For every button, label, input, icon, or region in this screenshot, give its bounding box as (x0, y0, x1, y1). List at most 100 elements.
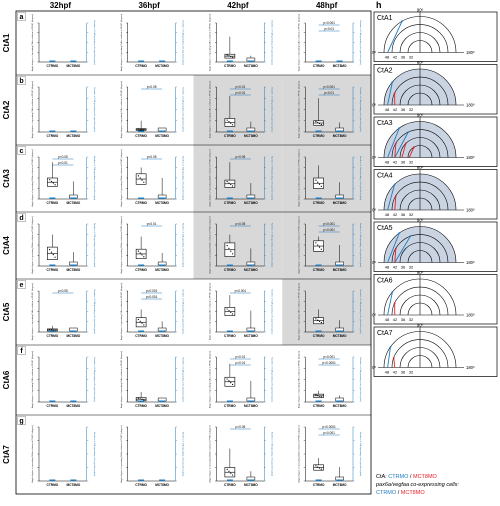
sprout-point (394, 142, 397, 145)
ring-label: 36 (401, 265, 406, 270)
right-axis-label: Number of CtA sprouting cells (pax6a/veg… (270, 87, 273, 131)
x-tick-label: CTRMO (135, 134, 147, 138)
x-tick-label: MCT8MO (66, 201, 80, 205)
semicircle-frame (373, 274, 498, 325)
left-axis-label: Angle degree of sprouting CtA in relatio… (31, 81, 34, 139)
sprout-point (407, 131, 410, 134)
ctr-marker (226, 264, 233, 266)
ring-label: 42 (393, 55, 398, 60)
label-90: 90º (417, 60, 424, 65)
label-0: 0º (372, 155, 376, 160)
data-point (315, 179, 317, 181)
legend-line-3: CTRMO / MCT8MO (376, 490, 425, 496)
ring-label: 48 (385, 265, 390, 270)
sprout-point (391, 290, 394, 293)
ctr-marker (49, 330, 56, 332)
x-tick-label: CTRMO (313, 334, 325, 338)
data-point (231, 56, 234, 58)
x-tick-label: MCT8MO (155, 201, 169, 205)
data-point (231, 185, 234, 187)
p-value-label: p<0.05 (58, 155, 68, 159)
shaded-cell (193, 212, 283, 279)
ctr-marker (315, 197, 322, 199)
mct-marker (159, 264, 166, 266)
p-value-label: p<0.001 (323, 85, 335, 89)
ring-label: 32 (409, 160, 414, 165)
x-tick-label: MCT8MO (244, 483, 258, 487)
time-header-48hpf: 48hpf (316, 1, 338, 10)
semicircle-panel-CtA1: CtA1 90º 0º 180º 48 42 36 32 (372, 8, 498, 62)
mct-marker (336, 60, 343, 62)
data-point (231, 313, 234, 315)
mct-marker (247, 479, 254, 481)
boxplot-panel: Angle degree of sprouting CtA in relatio… (209, 81, 274, 139)
ctr-marker (49, 197, 56, 199)
ring-label: 32 (409, 212, 414, 217)
ctr-marker (226, 197, 233, 199)
data-point (139, 128, 141, 130)
x-tick-label: CTRMO (47, 201, 59, 205)
ctr-marker (49, 60, 56, 62)
x-tick-label: CTRMO (47, 268, 59, 272)
label-0: 0º (372, 103, 376, 108)
sprout-point (392, 357, 395, 359)
ring-label: 42 (393, 317, 398, 322)
legend-ctr-cells: CTRMO (376, 490, 397, 496)
x-tick-label: CTRMO (135, 64, 147, 68)
row-label-CtA7: CtA7 (2, 445, 11, 464)
mct-marker (70, 479, 77, 481)
data-point (317, 181, 319, 183)
data-point (230, 183, 232, 186)
sprout-ray (387, 346, 391, 368)
mct-marker (159, 400, 166, 402)
sprout-ray (394, 248, 397, 263)
sprout-ray (394, 235, 411, 263)
data-point (231, 383, 234, 386)
data-point (230, 472, 232, 474)
data-point (315, 242, 317, 244)
x-tick-label: MCT8MO (155, 134, 169, 138)
legend-line-2: pax6a/vegfaa co-expressing cells: (375, 482, 459, 488)
right-axis-label: Number of CtA sprouting cells (pax6a/veg… (182, 20, 185, 64)
data-point (141, 322, 143, 324)
x-tick-label: MCT8MO (155, 483, 169, 487)
semicircle-panel-CtA6: CtA6 90º 0º 180º 48 42 36 32 (372, 270, 498, 325)
mct-marker (70, 264, 77, 266)
ctr-marker (226, 130, 233, 132)
label-0: 0º (372, 313, 376, 318)
sprout-ray (387, 184, 395, 211)
right-axis-label: Number of CtA sprouting cells (pax6a/veg… (359, 87, 362, 131)
mct-marker (247, 197, 254, 199)
data-point (320, 248, 322, 250)
boxplot-panel: Angle degree of sprouting CtA in relatio… (209, 283, 274, 341)
sprout-ray (387, 291, 393, 316)
p-value-label: p<0.05 (147, 155, 157, 159)
sprout-point (398, 127, 401, 129)
left-axis-label: Angle degree of sprouting CtA in relatio… (120, 149, 123, 207)
ctr-marker (138, 264, 145, 266)
ring-label: 36 (401, 212, 406, 217)
semicircle-panel-CtA4: CtA4 90º 0º 180º 48 42 36 32 (372, 165, 498, 220)
label-180: 180º (466, 260, 475, 265)
data-point (318, 467, 321, 469)
data-point (52, 329, 54, 331)
mct-marker (70, 197, 77, 199)
p-value-label: p<0.001 (146, 289, 158, 293)
row-label-CtA2: CtA2 (2, 100, 11, 119)
x-tick-label: CTRMO (135, 268, 147, 272)
x-tick-label: MCT8MO (333, 201, 347, 205)
data-point (231, 474, 234, 476)
shaded-cell (282, 279, 371, 345)
left-axis-label: Angle degree of sprouting CtA in relatio… (297, 14, 300, 72)
data-point (143, 256, 145, 258)
x-tick-label: MCT8MO (333, 483, 347, 487)
left-axis-label: Angle degree of sprouting CtA in relatio… (297, 351, 300, 409)
data-point (318, 395, 321, 397)
panel-letter-box (17, 280, 26, 289)
row-label-CtA6: CtA6 (2, 370, 11, 389)
left-axis-label: Angle degree of sprouting CtA in relatio… (209, 216, 212, 274)
ctr-marker (138, 479, 145, 481)
shaded-cell (193, 75, 283, 145)
panel-letter-box (17, 213, 26, 222)
label-90: 90º (417, 165, 424, 170)
